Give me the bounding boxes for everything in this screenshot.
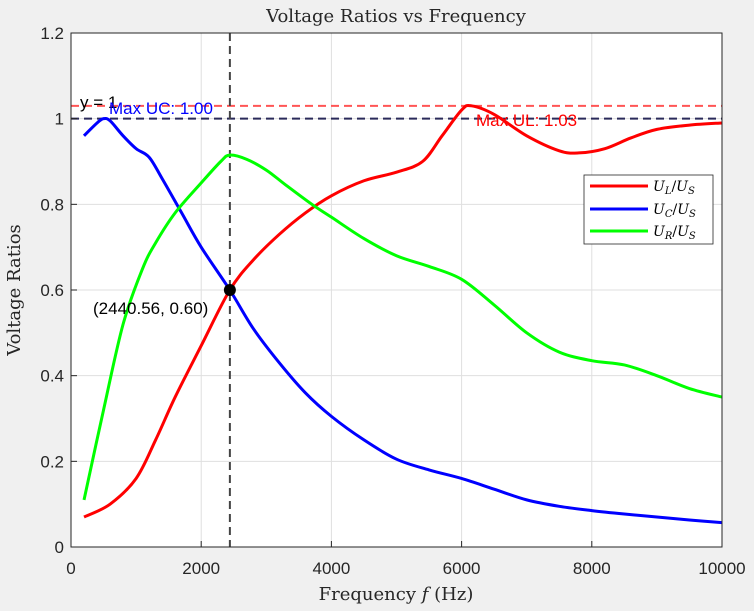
legend-entry-ur: UR/US xyxy=(653,224,696,242)
chart-title: Voltage Ratios vs Frequency xyxy=(265,6,527,27)
legend: UL/US UC/US UR/US xyxy=(583,174,714,245)
reference-lines xyxy=(71,33,722,547)
series-lines xyxy=(82,103,723,525)
series-line-ucus xyxy=(82,116,723,525)
y-tick-label: 0.8 xyxy=(40,195,64,214)
annotation-intersection: (2440.56, 0.60) xyxy=(93,299,208,318)
annotation-max-uc: Max UC: 1.00 xyxy=(109,99,213,118)
legend-entry-uc: UC/US xyxy=(653,202,696,220)
x-tick-label: 4000 xyxy=(312,559,350,578)
axis-ticks: 0 2000 4000 6000 8000 10000 0 0.2 0.4 0.6 0.8 1 1.2 xyxy=(40,24,745,578)
x-tick-label: 8000 xyxy=(573,559,611,578)
x-axis-label: Frequency f (Hz) xyxy=(319,584,474,605)
markers xyxy=(223,284,236,296)
y-tick-label: 0.6 xyxy=(40,281,64,300)
intersection-marker xyxy=(223,284,236,296)
series-line-urus xyxy=(82,153,723,501)
y-tick-label: 0.2 xyxy=(40,452,64,471)
y-tick-label: 1.2 xyxy=(40,24,64,43)
x-tick-label: 10000 xyxy=(698,559,745,578)
y-axis-label: Voltage Ratios xyxy=(4,224,25,357)
y-tick-label: 0.4 xyxy=(40,367,64,386)
legend-entry-ul: UL/US xyxy=(653,179,695,197)
annotation-y-equals-one: y = 1 xyxy=(80,93,117,112)
annotation-max-ul: Max UL: 1.03 xyxy=(476,111,577,130)
y-tick-label: 0 xyxy=(55,538,64,557)
x-tick-label: 6000 xyxy=(443,559,481,578)
x-tick-label: 2000 xyxy=(182,559,220,578)
series-line-ulus xyxy=(83,103,723,519)
y-tick-label: 1 xyxy=(55,110,64,129)
x-tick-label: 0 xyxy=(66,559,75,578)
